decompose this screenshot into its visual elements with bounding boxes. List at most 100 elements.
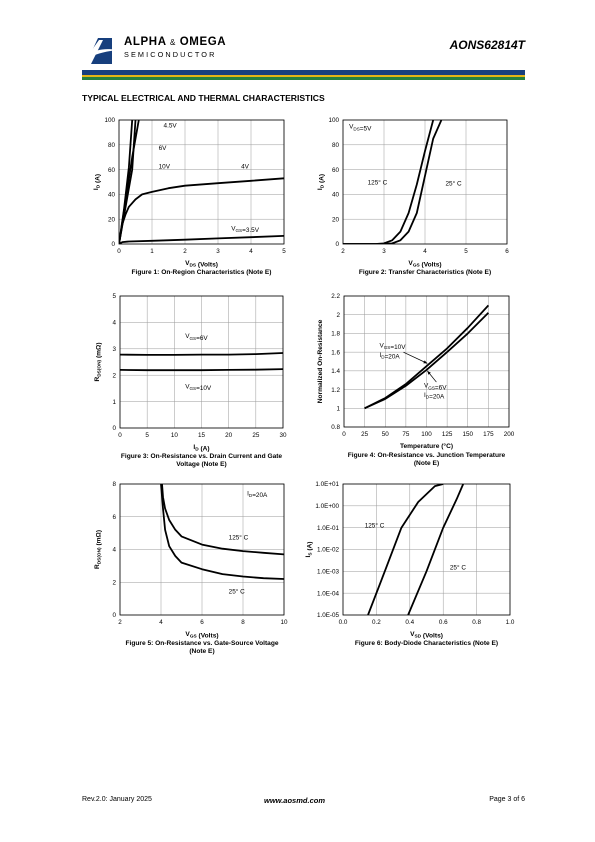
plot-frame	[342, 483, 511, 616]
y-tick-label: 1.0E-04	[317, 590, 340, 597]
arrow-head	[427, 370, 431, 375]
figure-caption: Figure 4: On-Resistance vs. Junction Tem…	[348, 452, 506, 467]
x-tick-label: 8	[241, 619, 245, 626]
y-tick-label: 1.4	[331, 368, 340, 375]
y-tick-label: 1.2	[331, 387, 340, 394]
curve-annotation: VDS=5V	[349, 124, 372, 133]
y-tick-label: 40	[108, 192, 116, 199]
footer-url[interactable]: www.aosmd.com	[264, 796, 325, 805]
header-band-green	[82, 77, 525, 80]
x-tick-label: 25	[361, 431, 369, 438]
curve-annotation: 125° C	[365, 522, 385, 530]
curve-annotation: ID=20A	[247, 490, 268, 499]
x-tick-label: 2	[118, 619, 122, 626]
y-axis-label: ID (A)	[93, 174, 102, 190]
section-title: TYPICAL ELECTRICAL AND THERMAL CHARACTER…	[82, 93, 325, 103]
curve-annotation: VGS=6V	[424, 383, 447, 392]
series-line	[120, 352, 283, 356]
y-tick-label: 1.0E-01	[317, 525, 340, 532]
header-band-navy	[82, 70, 525, 75]
plot-frame	[342, 119, 508, 245]
curve-annotation: 125° C	[229, 534, 249, 542]
x-tick-label: 0.6	[439, 619, 448, 626]
curve-annotation: 25° C	[450, 564, 466, 572]
x-tick-label: 125	[442, 431, 453, 438]
x-tick-label: 75	[402, 431, 410, 438]
y-tick-label: 1.0E+00	[315, 503, 339, 510]
footer-page-number: Page 3 of 6	[489, 796, 525, 803]
header-band-gold	[82, 75, 525, 77]
x-tick-label: 4	[423, 248, 427, 255]
series-line	[407, 484, 465, 615]
x-tick-label: 150	[462, 431, 473, 438]
curve-annotation: VGS=6V	[185, 333, 208, 342]
chart-body-diode: 0.0 0.2 0.4 0.6 0.8 1.0 1.0E-05 1.0E-04 1.0E-03 1…	[305, 481, 515, 647]
x-tick-label: 6	[200, 619, 204, 626]
footer-revision: Rev.2.0: January 2025	[82, 796, 152, 803]
y-tick-label: 1.0E+01	[315, 481, 339, 488]
series-line	[364, 312, 490, 410]
plot-frame	[118, 119, 285, 245]
x-tick-label: 30	[279, 432, 287, 439]
x-tick-label: 1.0	[506, 619, 515, 626]
x-tick-label: 5	[145, 432, 149, 439]
curve-annotation: 25° C	[229, 588, 245, 596]
y-tick-label: 1.6	[331, 349, 340, 356]
x-tick-label: 4	[159, 619, 163, 626]
plot-frame	[119, 295, 284, 429]
y-tick-label: 80	[332, 142, 340, 149]
plot-frame	[119, 483, 285, 616]
x-tick-label: 2	[341, 248, 345, 255]
x-tick-label: 200	[504, 431, 515, 438]
figure-caption: Figure 3: On-Resistance vs. Drain Curren…	[121, 453, 283, 468]
x-tick-label: 100	[421, 431, 432, 438]
x-tick-label: 0.8	[472, 619, 481, 626]
y-tick-label: 1	[336, 405, 340, 412]
x-tick-label: 6	[505, 248, 509, 255]
series-line	[367, 484, 444, 615]
x-tick-label: 10	[280, 619, 288, 626]
x-tick-label: 20	[225, 432, 233, 439]
x-tick-label: 2	[183, 248, 187, 255]
y-tick-label: 20	[108, 216, 116, 223]
brand-subtitle: SEMICONDUCTOR	[124, 50, 217, 59]
y-axis-label: IS (A)	[305, 541, 314, 557]
x-tick-label: 10	[171, 432, 179, 439]
x-tick-label: 0.2	[372, 619, 381, 626]
y-tick-label: 80	[108, 142, 116, 149]
x-tick-label: 3	[216, 248, 220, 255]
x-axis-label: VDS (Volts)	[185, 260, 218, 269]
x-axis-label: VGS (Volts)	[408, 260, 441, 269]
y-tick-label: 2	[112, 579, 116, 586]
y-axis-label: RDS(ON) (mΩ)	[94, 530, 103, 569]
y-tick-label: 60	[332, 167, 340, 174]
y-tick-label: 0	[112, 425, 116, 432]
y-tick-label: 100	[328, 117, 339, 124]
curve-annotation: 6V	[159, 145, 168, 152]
x-tick-label: 0.0	[339, 619, 348, 626]
y-tick-label: 0	[335, 241, 339, 248]
series-line	[120, 368, 283, 372]
curve-annotation: 4.5V	[164, 122, 178, 129]
series-line	[160, 484, 284, 580]
arrow-head	[423, 360, 428, 364]
x-tick-label: 3	[382, 248, 386, 255]
curve-annotation: 25° C	[446, 180, 462, 188]
curve-annotation: VGS=10V	[185, 383, 212, 392]
x-axis-label: ID (A)	[193, 444, 209, 453]
part-number: AONS62814T	[449, 38, 525, 52]
series-line	[119, 235, 284, 244]
curve-annotation: 125° C	[368, 178, 388, 186]
y-tick-label: 4	[112, 547, 116, 554]
x-tick-label: 4	[249, 248, 253, 255]
chart-on-resistance-id: 0 5 10 15 20 25 30 0 1 2 3 4 5 VGS=6V VGS=10V ID (A) RDS…	[94, 293, 287, 468]
x-tick-label: 5	[464, 248, 468, 255]
x-axis-label: VSD (Volts)	[410, 631, 443, 640]
x-tick-label: 175	[483, 431, 494, 438]
y-axis-label: ID (A)	[317, 174, 326, 190]
series-line	[343, 120, 443, 244]
y-axis-label: Normalized On-Resistance	[317, 319, 324, 403]
curve-annotation: ID=20A	[379, 352, 400, 361]
series-line	[343, 120, 435, 244]
